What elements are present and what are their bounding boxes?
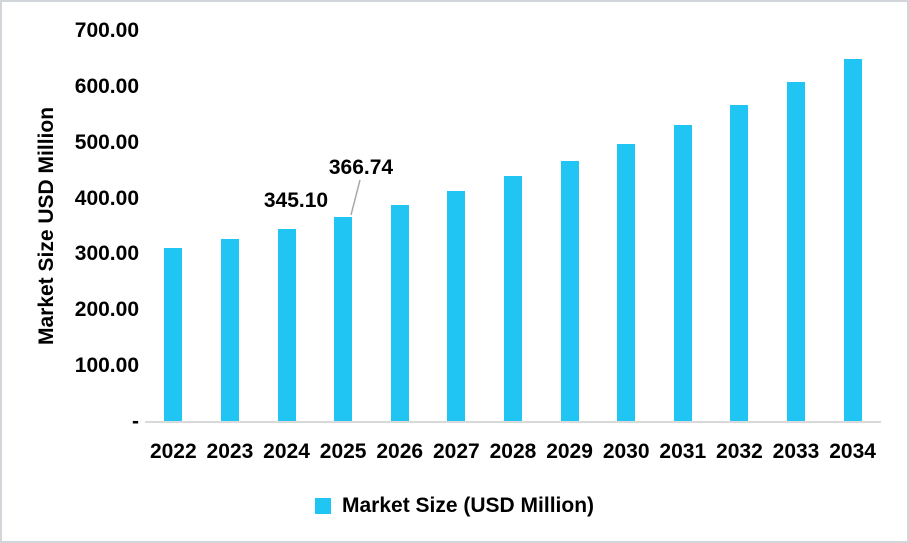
y-tick-label-100: 100.00 [74,354,139,378]
y-tick-label-0: - [132,410,139,433]
bar-slot-2027 [428,31,485,422]
x-axis-line [145,421,881,423]
x-tick-label-2026: 2026 [376,440,424,463]
bar-slot-2026 [371,31,428,422]
data-label-2024: 345.10 [263,189,329,212]
y-tick-label-600: 600.00 [74,74,139,98]
x-tick-label-2027: 2027 [432,440,480,463]
bar-slot-2029 [541,31,598,422]
bar-2031 [673,125,692,422]
bar-slot-2034 [824,31,881,422]
x-tick-label-2023: 2023 [206,440,254,463]
legend-swatch-icon [314,498,331,514]
bar-2026 [390,205,409,422]
x-tick-label-2034: 2034 [829,440,876,463]
bar-2029 [560,161,579,422]
bar-2027 [447,191,466,422]
bar-2032 [730,105,749,422]
bar-2034 [843,59,862,422]
bar-2028 [503,176,522,422]
x-tick-label-2033: 2033 [772,440,820,463]
bar-slot-2032 [711,31,768,422]
legend: Market Size (USD Million) [2,494,907,518]
bar-2033 [787,82,805,422]
x-tick-label-2030: 2030 [602,440,650,463]
bar-slot-2033 [768,31,825,422]
x-tick-label-2029: 2029 [546,440,593,463]
legend-label: Market Size (USD Million) [341,494,595,517]
bar-2030 [617,144,636,422]
x-tick-label-2024: 2024 [263,440,310,463]
plot-area [145,31,881,422]
y-tick-label-500: 500.00 [74,130,139,154]
x-axis-labels: 2022 2023 2024 2025 2026 2027 2028 2029 2030 2031… [145,440,881,464]
y-tick-label-300: 300.00 [74,242,139,266]
bar-slot-2023 [202,31,259,422]
bar-2024 [277,229,296,422]
x-tick-label-2031: 2031 [659,440,707,463]
bar-slot-2030 [598,31,655,422]
y-tick-label-400: 400.00 [74,186,139,210]
y-tick-label-200: 200.00 [74,298,139,322]
bar-2022 [164,248,183,422]
bar-slot-2025 [315,31,372,422]
x-tick-label-2022: 2022 [149,440,197,463]
bar-slot-2022 [145,31,202,422]
y-tick-label-700: 700.00 [74,19,139,42]
x-tick-label-2028: 2028 [489,440,537,463]
bar-slot-2031 [654,31,711,422]
x-tick-label-2032: 2032 [716,440,763,463]
data-label-2025: 366.74 [328,156,394,179]
x-tick-label-2025: 2025 [319,440,367,463]
bar-slot-2024 [258,31,315,422]
bar-2023 [220,239,239,422]
bar-slot-2028 [485,31,542,422]
bar-2025 [334,217,353,422]
